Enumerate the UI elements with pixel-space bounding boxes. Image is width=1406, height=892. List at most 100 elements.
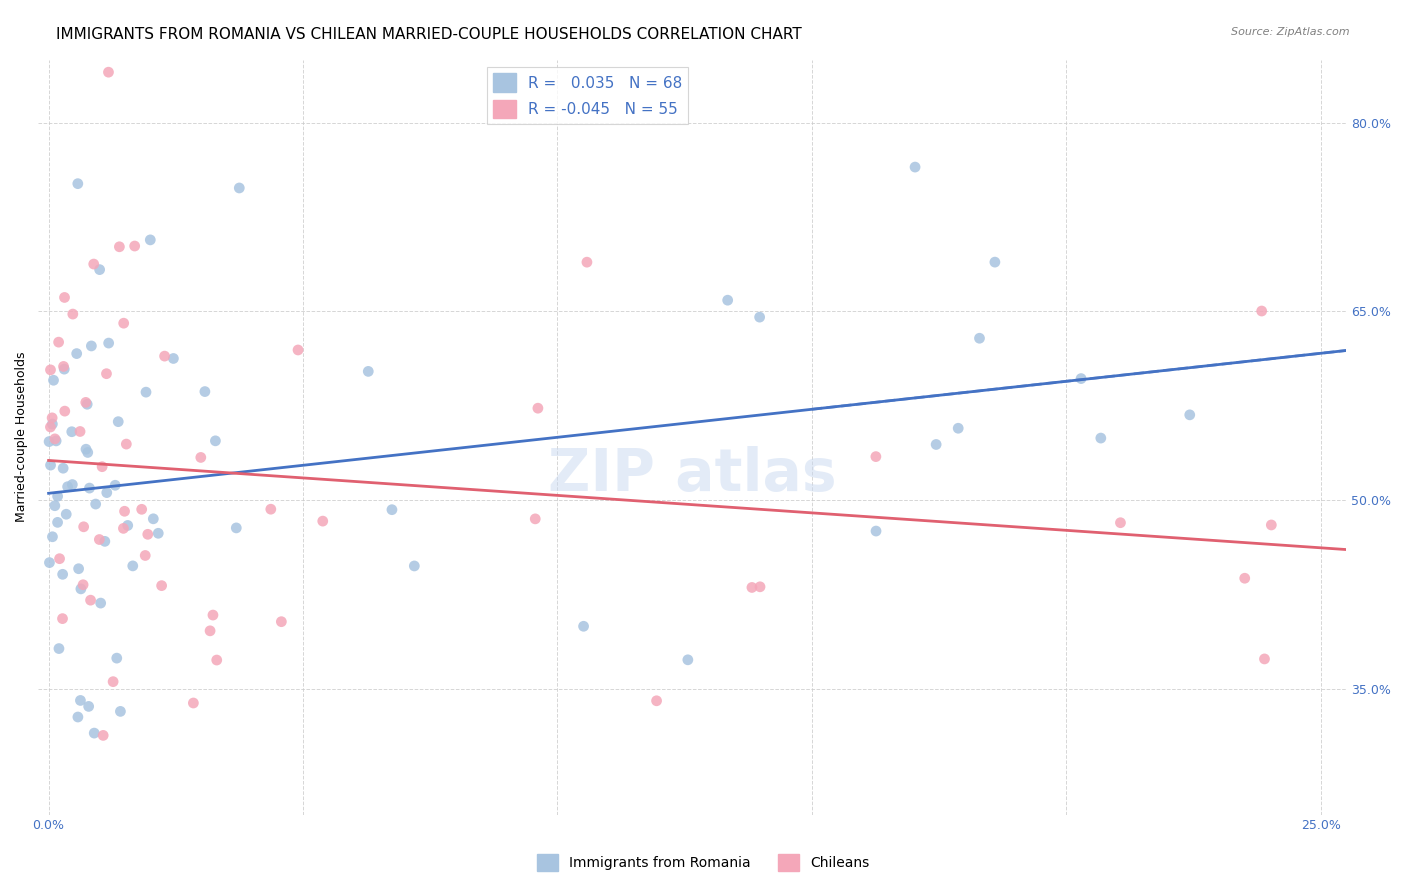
Point xyxy=(66,177,89,191)
Point xyxy=(194,384,217,399)
Point xyxy=(104,478,127,492)
Point xyxy=(575,255,598,269)
Point xyxy=(72,578,94,592)
Point xyxy=(1109,516,1132,530)
Point xyxy=(139,233,162,247)
Point xyxy=(205,653,228,667)
Point xyxy=(112,521,135,535)
Point xyxy=(108,240,131,254)
Point xyxy=(62,307,84,321)
Point xyxy=(76,445,98,459)
Point xyxy=(984,255,1007,269)
Point xyxy=(39,458,62,472)
Point xyxy=(46,516,69,530)
Point xyxy=(121,558,143,573)
Point xyxy=(865,450,887,464)
Point xyxy=(153,349,176,363)
Point xyxy=(357,364,380,378)
Text: ZIP atlas: ZIP atlas xyxy=(548,446,837,503)
Point xyxy=(79,593,101,607)
Point xyxy=(84,497,107,511)
Point xyxy=(39,363,62,377)
Point xyxy=(83,257,105,271)
Point xyxy=(225,521,247,535)
Point xyxy=(1178,408,1201,422)
Point xyxy=(204,434,226,448)
Point xyxy=(90,596,112,610)
Point xyxy=(45,434,67,448)
Point xyxy=(53,290,76,304)
Point xyxy=(60,425,83,439)
Point xyxy=(48,551,70,566)
Point xyxy=(52,567,75,582)
Point xyxy=(52,461,75,475)
Point xyxy=(148,526,170,541)
Point xyxy=(83,726,105,740)
Point xyxy=(1260,518,1282,533)
Point xyxy=(134,549,156,563)
Point xyxy=(80,339,103,353)
Point xyxy=(645,694,668,708)
Point xyxy=(89,533,111,547)
Point xyxy=(114,504,136,518)
Point xyxy=(717,293,740,308)
Point xyxy=(150,579,173,593)
Point xyxy=(38,434,60,449)
Point xyxy=(287,343,309,357)
Point xyxy=(44,499,66,513)
Point xyxy=(1233,571,1256,585)
Point xyxy=(60,477,83,491)
Point xyxy=(105,651,128,665)
Point xyxy=(748,310,770,325)
Point xyxy=(741,581,763,595)
Point xyxy=(70,582,93,596)
Point xyxy=(162,351,184,366)
Point xyxy=(107,415,129,429)
Point xyxy=(198,624,221,638)
Point xyxy=(91,459,114,474)
Point xyxy=(270,615,292,629)
Point xyxy=(41,410,63,425)
Point xyxy=(48,335,70,350)
Legend: Immigrants from Romania, Chileans: Immigrants from Romania, Chileans xyxy=(531,848,875,876)
Point xyxy=(66,346,89,360)
Point xyxy=(749,580,772,594)
Point xyxy=(676,653,699,667)
Point xyxy=(260,502,283,516)
Point xyxy=(131,502,153,516)
Point xyxy=(124,239,146,253)
Point xyxy=(97,65,120,79)
Point xyxy=(69,425,91,439)
Point xyxy=(948,421,970,435)
Point xyxy=(44,432,66,446)
Point xyxy=(89,262,111,277)
Point xyxy=(51,612,73,626)
Point xyxy=(110,705,132,719)
Point xyxy=(101,674,124,689)
Point xyxy=(75,395,97,409)
Point xyxy=(38,556,60,570)
Point xyxy=(53,362,76,376)
Point xyxy=(190,450,212,465)
Point xyxy=(117,518,139,533)
Point xyxy=(183,696,205,710)
Point xyxy=(42,373,65,387)
Point xyxy=(66,710,89,724)
Point xyxy=(524,512,547,526)
Point xyxy=(77,699,100,714)
Point xyxy=(46,489,69,503)
Point xyxy=(1250,304,1272,318)
Point xyxy=(572,619,595,633)
Point xyxy=(79,481,101,495)
Point xyxy=(1070,371,1092,385)
Point xyxy=(115,437,138,451)
Point xyxy=(1253,652,1275,666)
Point xyxy=(1090,431,1112,445)
Point xyxy=(201,608,224,623)
Point xyxy=(312,514,335,528)
Point xyxy=(56,480,79,494)
Legend: R =   0.035   N = 68, R = -0.045   N = 55: R = 0.035 N = 68, R = -0.045 N = 55 xyxy=(486,67,689,124)
Point xyxy=(96,367,118,381)
Point xyxy=(228,181,250,195)
Point xyxy=(527,401,550,416)
